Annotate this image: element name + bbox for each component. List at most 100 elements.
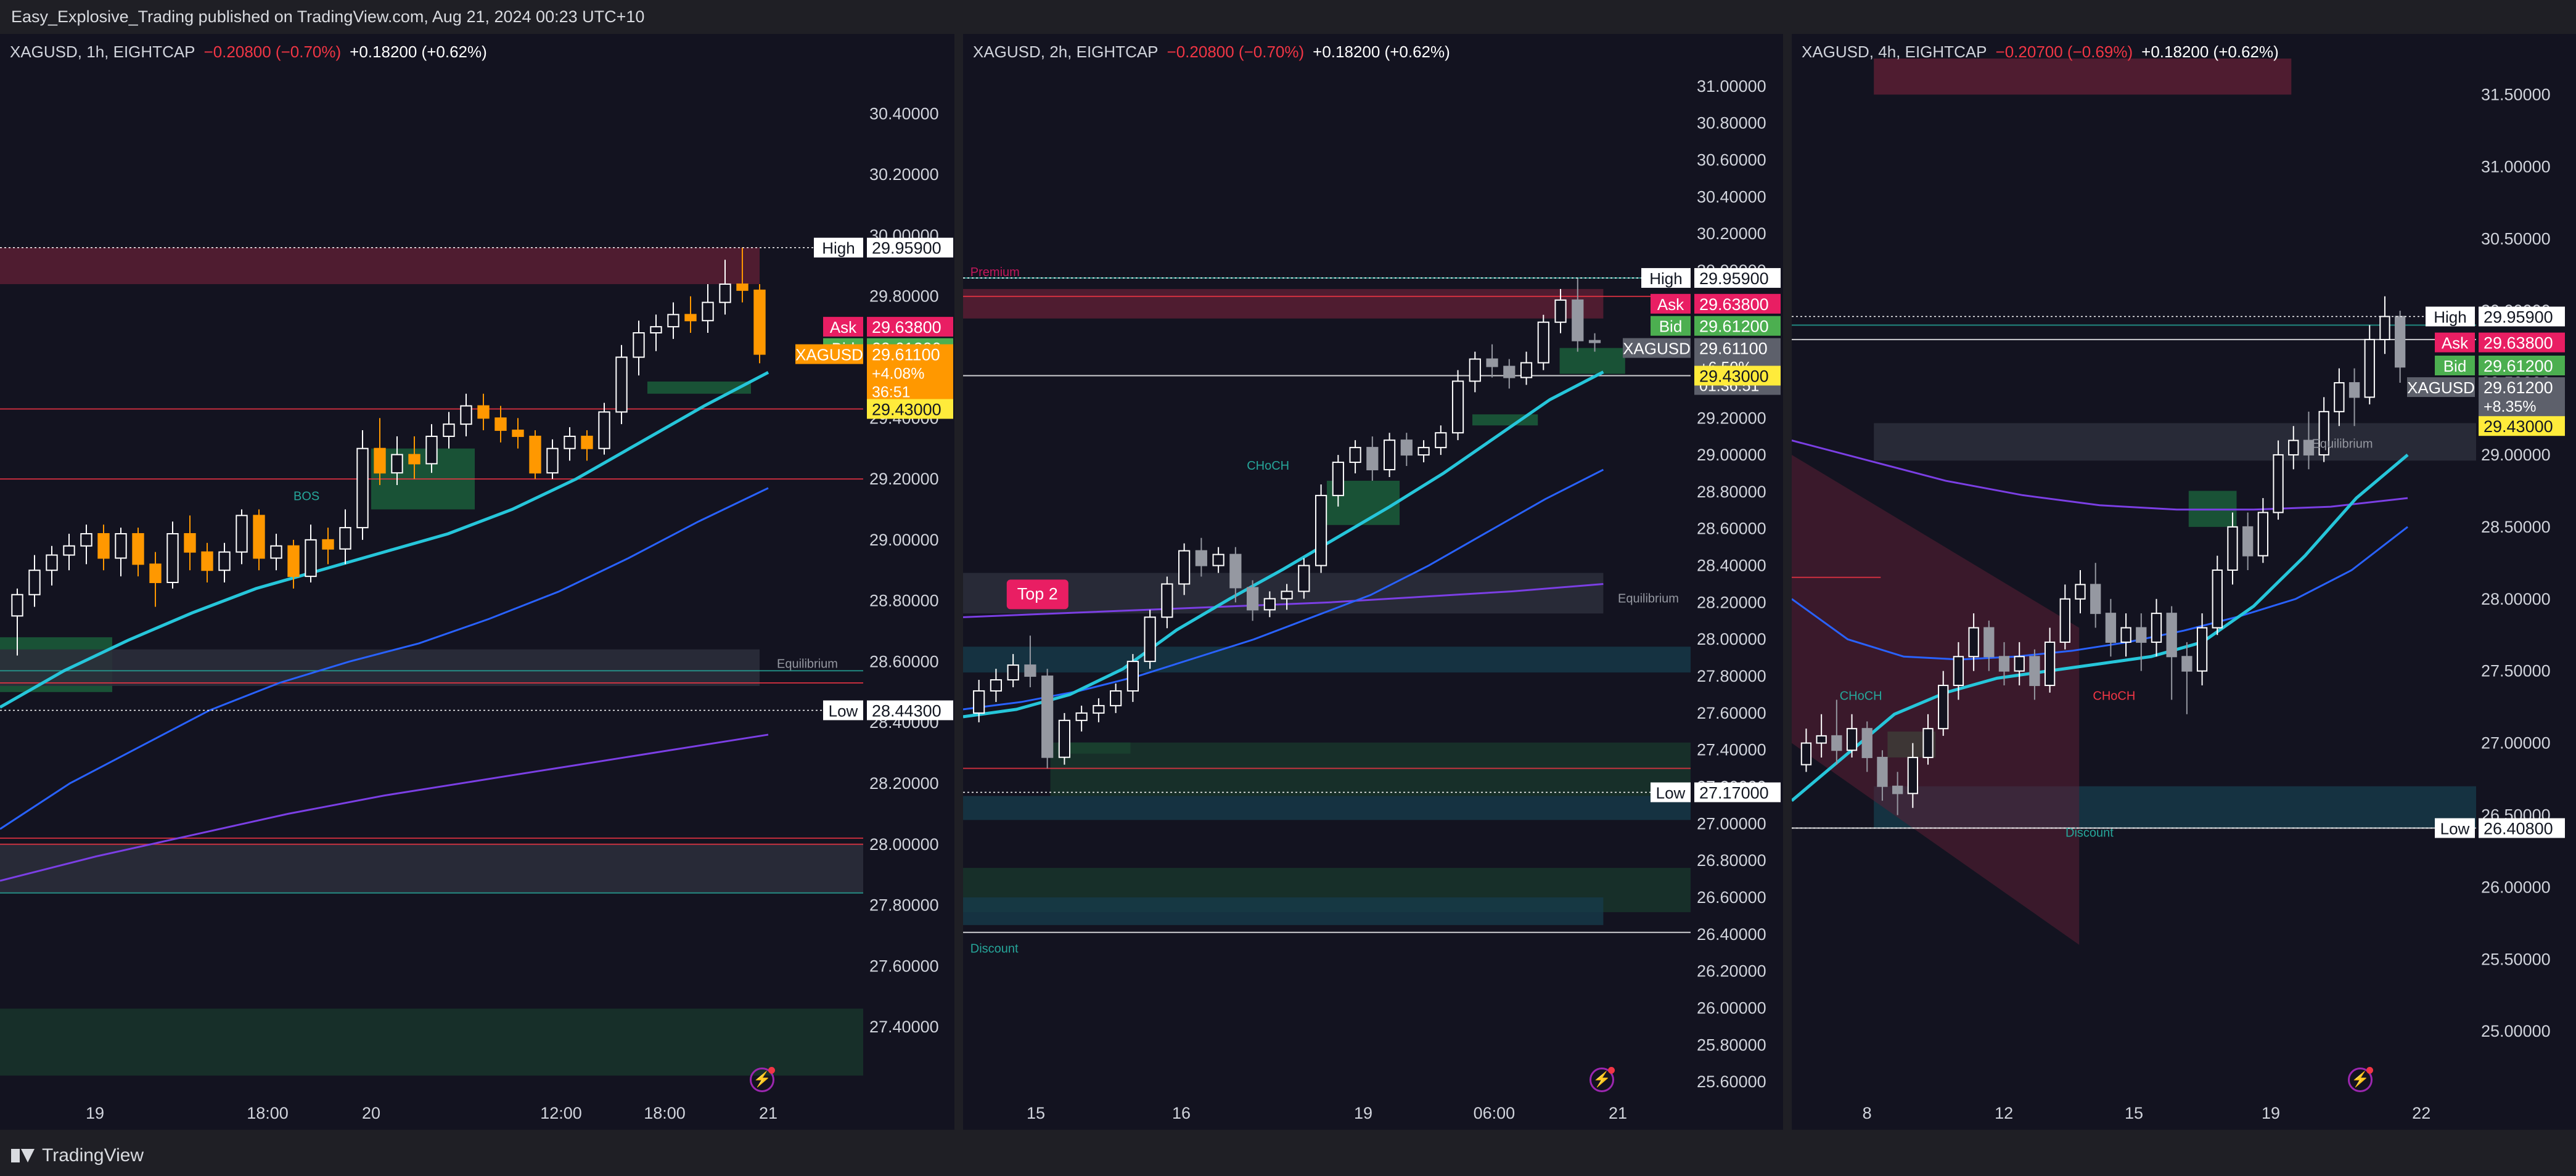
candle-body xyxy=(1435,432,1447,449)
candle-body xyxy=(1093,704,1105,714)
candle-body xyxy=(1503,365,1516,378)
candle-body xyxy=(2212,570,2223,629)
y-tick-label: 28.50000 xyxy=(2481,518,2551,536)
x-tick-label: 21 xyxy=(1609,1104,1627,1122)
price-tag-value-bg xyxy=(867,237,953,258)
candle-body xyxy=(1554,299,1567,323)
price-tag-value-bg xyxy=(867,399,953,419)
chart-panel-1h[interactable]: 30.4000030.2000030.0000029.8000029.60000… xyxy=(0,34,954,1130)
price-tag-value-bg xyxy=(867,700,953,721)
ema-fast-line xyxy=(963,370,1604,719)
candle-body xyxy=(1968,627,1979,658)
zone-equilibrium xyxy=(0,844,863,893)
y-tick-label: 27.80000 xyxy=(869,896,939,915)
y-tick-label: 29.80000 xyxy=(869,287,939,306)
x-tick-label: 16 xyxy=(1172,1104,1191,1122)
zone-teal xyxy=(963,897,1604,925)
lightning-bolt-icon[interactable]: ⚡ xyxy=(1589,1067,1615,1092)
lightning-bolt-icon[interactable]: ⚡ xyxy=(2348,1067,2373,1092)
candle-body xyxy=(2014,656,2025,672)
annotation-label: Equilibrium xyxy=(2312,437,2373,451)
y-tick-label: 30.20000 xyxy=(869,165,939,184)
candle-body xyxy=(2303,439,2315,455)
y-tick-label: 26.40000 xyxy=(1697,925,1766,944)
candle-body xyxy=(1161,583,1173,618)
y-tick-label: 30.20000 xyxy=(1697,224,1766,243)
zone-equilibrium xyxy=(1874,423,2476,461)
chart-panel-4h[interactable]: 31.5000031.0000030.5000030.0000029.50000… xyxy=(1792,34,2576,1130)
y-tick-label: 28.20000 xyxy=(869,774,939,793)
candle-body xyxy=(1907,756,1918,794)
candle-body xyxy=(1983,627,1995,658)
zone-demand xyxy=(1559,348,1625,374)
candle-body xyxy=(166,533,179,583)
annotation-box xyxy=(1006,579,1069,610)
candle-body xyxy=(1247,587,1259,611)
ema-fast-line xyxy=(0,370,769,709)
price-tag-value-bg xyxy=(1694,316,1781,336)
candle-body xyxy=(1195,550,1207,566)
annotation-label: CHoCH xyxy=(2093,689,2135,703)
candle-body xyxy=(1144,616,1156,663)
chart-svg-1h[interactable]: 30.4000030.2000030.0000029.8000029.60000… xyxy=(0,34,954,1130)
y-tick-label: 28.00000 xyxy=(1697,630,1766,648)
change-label-2: +0.18200 (+0.62%) xyxy=(1313,43,1450,61)
candle-body xyxy=(2196,627,2208,672)
candle-body xyxy=(1451,380,1464,434)
chart-svg-2h[interactable]: 31.00000 30.80000 30.60000 30.40000 30.20000… xyxy=(963,34,1783,1130)
candle-body xyxy=(2257,512,2269,557)
chart-svg-4h[interactable]: 31.5000031.0000030.5000030.0000029.50000… xyxy=(1792,34,2576,1130)
annotation-label: Equilibrium xyxy=(777,657,838,671)
y-tick-label: 27.60000 xyxy=(869,957,939,975)
candle-body xyxy=(201,551,213,571)
annotation-label: Equilibrium xyxy=(1618,592,1679,605)
chart-panel-2h[interactable]: 31.00000 30.80000 30.60000 30.40000 30.20000… xyxy=(963,34,1783,1130)
candle-body xyxy=(2120,627,2131,643)
price-tag-value: 29.61200 xyxy=(2484,357,2553,375)
x-tick-label: 19 xyxy=(2262,1104,2280,1122)
candle-body xyxy=(1922,728,1934,758)
lightning-bolt-icon[interactable]: ⚡ xyxy=(750,1067,775,1092)
chart-legend: XAGUSD, 1h, EIGHTCAP −0.20800 (−0.70%) +0.… xyxy=(10,43,487,62)
x-tick-label: 22 xyxy=(2412,1104,2430,1122)
candle-body xyxy=(546,447,559,474)
x-tick-label: 12:00 xyxy=(540,1104,582,1122)
annotation-label: CHoCH xyxy=(1840,689,1882,703)
candle-body xyxy=(2075,584,2086,600)
price-tag-label-bg xyxy=(2435,818,2475,838)
price-tag-sub: +4.08% xyxy=(872,365,925,383)
zone-demand xyxy=(647,382,751,394)
x-tick-label: 06:00 xyxy=(1474,1104,1516,1122)
candle-body xyxy=(1263,598,1276,611)
zone-demand_dim xyxy=(1050,742,1691,796)
candle-body xyxy=(633,332,645,358)
change-label-2: +0.18200 (+0.62%) xyxy=(350,43,487,61)
y-tick-label: 27.60000 xyxy=(1697,704,1766,722)
candle-body xyxy=(1281,590,1293,600)
tradingview-brand[interactable]: TradingView xyxy=(11,1145,144,1166)
ema-fast-line xyxy=(1792,454,2409,802)
x-tick-label: 19 xyxy=(1354,1104,1372,1122)
price-tag-label: Low xyxy=(2440,820,2470,838)
candle-body xyxy=(11,594,23,617)
price-tag-value-bg xyxy=(867,344,953,401)
candle-body xyxy=(339,527,351,550)
y-tick-label: 28.00000 xyxy=(869,835,939,854)
candle-body xyxy=(1212,553,1224,566)
candle-body xyxy=(512,430,524,437)
ema-long-line xyxy=(963,582,1604,618)
price-tag-sub: +8.35% xyxy=(2484,398,2537,415)
price-tag-value: 29.43000 xyxy=(1699,367,1769,385)
price-tag-label-bg xyxy=(823,317,863,337)
y-tick-label: 26.60000 xyxy=(1697,888,1766,907)
y-tick-label: 26.00000 xyxy=(2481,878,2551,896)
price-tag-value: 29.61100 xyxy=(1699,340,1768,358)
y-tick-label: 27.40000 xyxy=(1697,741,1766,759)
annotation-label: Discount xyxy=(970,942,1019,956)
price-tag-label: Low xyxy=(1656,783,1686,802)
change-label: −0.20800 (−0.70%) xyxy=(203,43,342,61)
top-bar: Easy_Explosive_Trading published on Trad… xyxy=(0,0,2576,34)
y-tick-label: 28.20000 xyxy=(1697,593,1766,611)
y-tick-label: 27.00000 xyxy=(2481,734,2551,753)
candle-body xyxy=(1800,742,1812,766)
